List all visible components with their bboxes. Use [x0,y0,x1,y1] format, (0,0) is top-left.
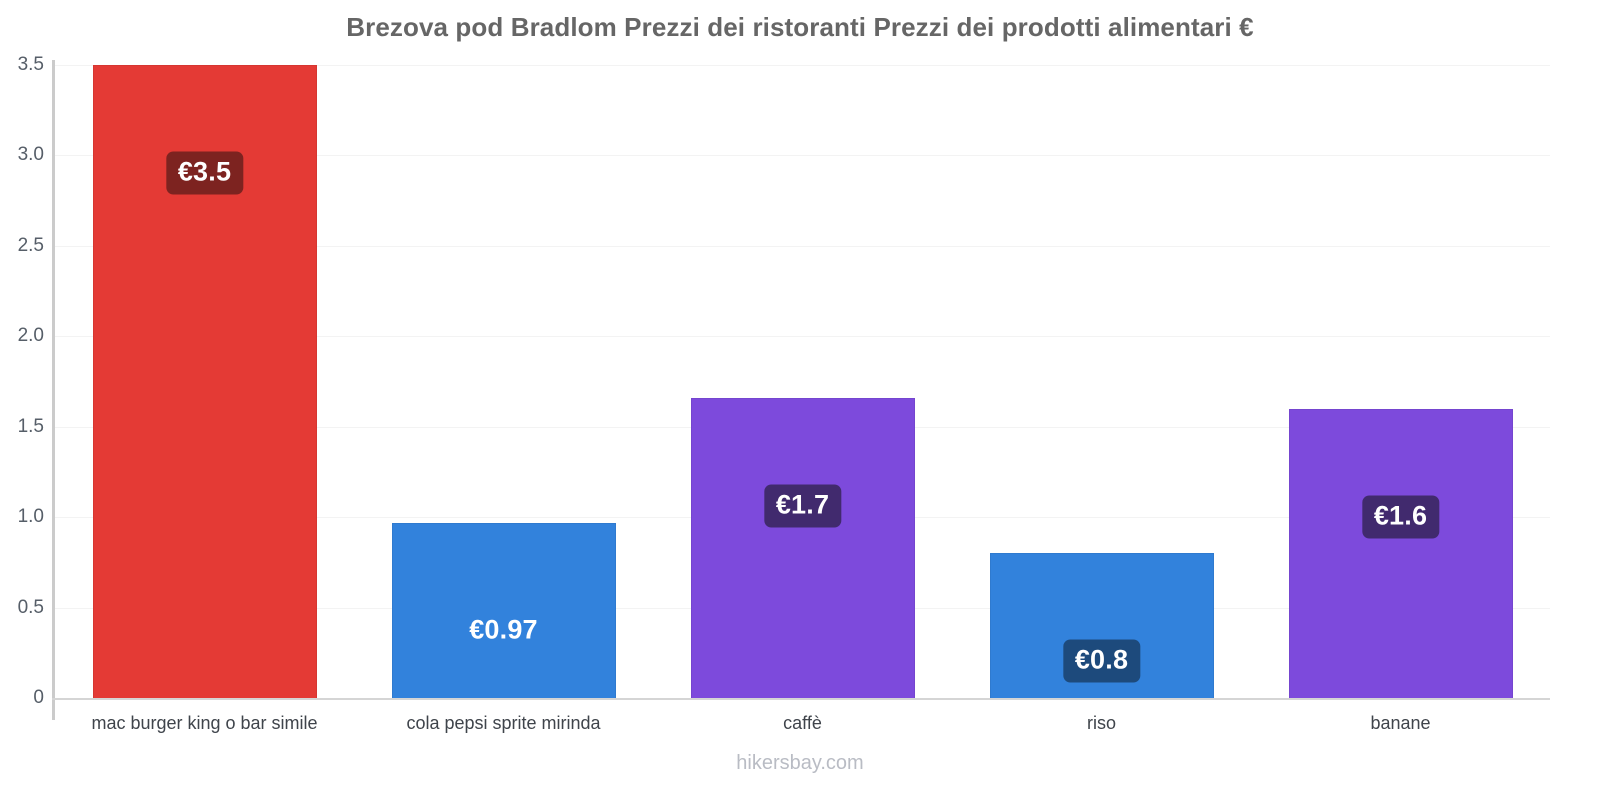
x-axis-tick-label: mac burger king o bar simile [91,713,318,733]
bar-value-label: €3.5 [165,151,244,195]
y-axis-tick-label: 2.5 [17,234,44,256]
y-axis-tick-label: 3.5 [17,54,44,75]
gridline [55,65,1550,66]
y-axis-tick-label: 0 [33,687,44,708]
bar[interactable] [1288,408,1513,698]
footer-credit: hikersbay.com [736,752,864,774]
gridline [55,245,1550,247]
bar[interactable] [391,522,616,698]
gridline [55,155,1550,157]
bar[interactable] [690,397,915,698]
page-title: Brezova pod Bradlom Prezzi dei ristorant… [346,12,1254,42]
x-axis-line [52,698,1550,700]
bar-value-label: €1.6 [1361,495,1440,539]
bar-value-label: €1.7 [763,484,842,528]
y-axis-tick-label: 2.0 [17,325,44,347]
x-axis-tick-label: cola pepsi sprite mirinda [406,713,601,733]
bar-value-label: €0.8 [1062,639,1141,683]
y-axis-spine-tail [52,698,55,720]
y-axis-tick-label: 3.0 [17,144,44,166]
y-axis-spine [52,60,55,703]
bar-value-label: €0.97 [469,614,538,645]
gridline [55,336,1550,338]
y-axis-tick-label: 1.0 [17,506,44,528]
y-axis-tick-label: 1.5 [17,415,44,437]
x-axis-tick-label: riso [1086,713,1117,733]
x-axis-tick-label: banane [1370,713,1431,733]
y-axis-tick-labels: 0 0.5 1.0 1.5 2.0 2.5 3.0 3.5 [0,0,46,800]
x-axis-tick-label: caffè [783,713,822,733]
y-axis-tick-label: 0.5 [17,596,44,618]
